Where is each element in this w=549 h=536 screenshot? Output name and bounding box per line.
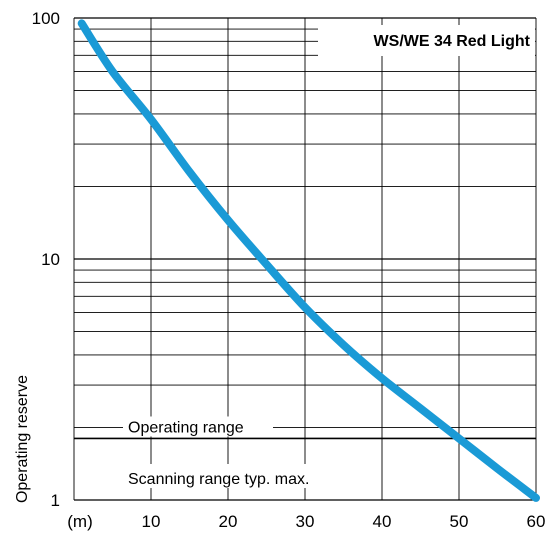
chart-title-background [318,25,535,56]
y-tick-label: 1 [51,491,60,510]
y-tick-label: 10 [41,250,60,269]
x-tick-label: 20 [219,512,238,531]
axis-ticks: 10 20 30 40 50 60 1 10 100 [32,9,546,531]
chart-title: WS/WE 34 Red Light [374,33,531,50]
scanning-range-label-background [122,464,352,488]
x-tick-label: 50 [450,512,469,531]
scanning-range-label: Scanning range typ. max. [128,471,309,488]
operating-range-label-background [123,416,273,437]
y-tick-label: 100 [32,9,60,28]
x-axis-unit-label: (m) [67,512,92,531]
y-axis-label: Operating reserve [14,375,31,503]
series-line [77,19,540,502]
x-tick-label: 40 [373,512,392,531]
x-tick-label: 10 [142,512,161,531]
x-tick-label: 30 [296,512,315,531]
x-tick-label: 60 [527,512,546,531]
operating-range-label: Operating range [128,419,244,436]
